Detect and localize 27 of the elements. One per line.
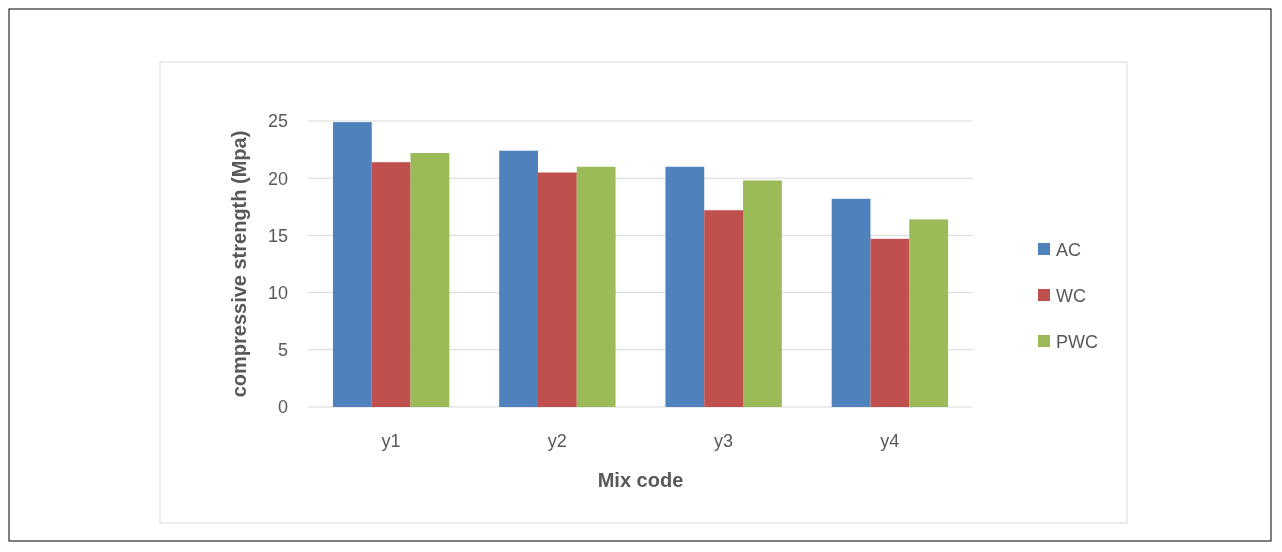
bar [665,166,705,407]
x-axis-title: Mix code [597,469,684,491]
bar [831,198,871,407]
bar [576,166,616,407]
y-tick-label: 20 [267,168,288,189]
y-tick-label: 0 [277,397,288,418]
bar [870,238,910,407]
bar [909,219,949,407]
bar [704,210,744,407]
bar [410,153,450,407]
x-tick-label: y1 [381,431,401,451]
y-tick-label: 25 [267,111,288,132]
bar [371,162,411,407]
y-tick-label: 10 [267,282,288,303]
bar [332,122,372,407]
y-axis-title: compressive strength (Mpa) [228,130,250,398]
legend-label: AC [1056,240,1082,260]
y-tick-label: 5 [277,340,288,361]
x-tick-label: y4 [880,431,900,451]
y-tick-label: 15 [267,225,288,246]
bar [743,180,782,407]
bar [499,150,538,407]
x-tick-label: y2 [547,431,567,451]
bar [537,172,577,407]
legend-label: PWC [1056,332,1098,352]
legend-label: WC [1056,286,1086,306]
x-tick-label: y3 [714,431,734,451]
